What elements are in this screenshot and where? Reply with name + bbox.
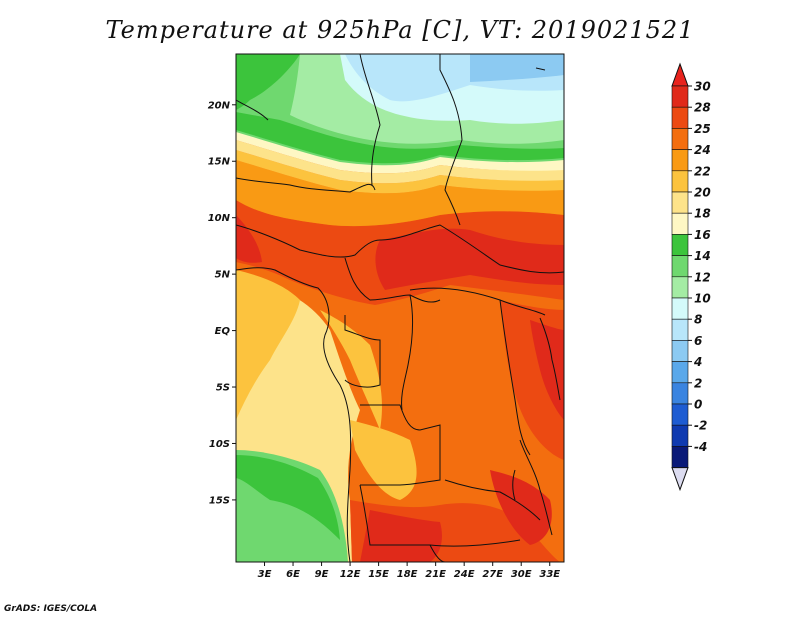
colorbar-label: 10 xyxy=(694,292,711,306)
colorbar-segment xyxy=(671,297,689,320)
colorbar-segment xyxy=(671,212,689,235)
colorbar-label: 22 xyxy=(694,164,711,178)
colorbar-segment xyxy=(671,424,689,447)
colorbar-label: 25 xyxy=(694,122,711,136)
colorbar-segment xyxy=(671,149,689,172)
colorbar-segment xyxy=(671,276,689,299)
lon-tick-label: 21E xyxy=(425,569,446,580)
lat-tick-label: 15S xyxy=(209,495,230,506)
lon-tick-label: 30E xyxy=(511,569,532,580)
longitude-axis: 3E 6E 9E 12E 15E 18E 21E 24E 27E 30E 33E xyxy=(258,562,560,580)
colorbar-label: -4 xyxy=(694,440,707,454)
lat-tick-label: 10N xyxy=(208,213,231,224)
lon-tick-label: 18E xyxy=(397,569,418,580)
colorbar-segment xyxy=(671,361,689,384)
map-frame xyxy=(235,53,565,563)
lat-tick-label: 20N xyxy=(208,100,231,111)
colorbar-segment xyxy=(671,85,689,108)
colorbar-bottom-triangle xyxy=(671,467,689,492)
colorbar-label: 14 xyxy=(694,249,711,263)
lat-tick-label: EQ xyxy=(215,326,231,337)
colorbar-top-triangle xyxy=(671,62,689,87)
lon-tick-label: 6E xyxy=(286,569,300,580)
colorbar-label: 16 xyxy=(694,228,711,242)
lon-tick-label: 24E xyxy=(454,569,475,580)
colorbar-segment xyxy=(671,340,689,362)
colorbar-label: 2 xyxy=(694,376,702,390)
temperature-field xyxy=(236,54,564,562)
lat-tick-label: 5S xyxy=(216,383,230,394)
lon-tick-label: 9E xyxy=(315,569,329,580)
colorbar-label: 28 xyxy=(694,101,711,115)
lon-tick-label: 12E xyxy=(340,569,361,580)
colorbar-segment xyxy=(671,106,689,129)
lon-tick-label: 33E xyxy=(539,569,560,580)
colorbar-segment xyxy=(671,170,689,193)
colorbar-label: 6 xyxy=(694,334,702,348)
colorbar-label: 24 xyxy=(694,143,711,157)
colorbar-label: 8 xyxy=(694,313,702,327)
colorbar-label: 12 xyxy=(694,270,711,284)
colorbar-label: 4 xyxy=(693,355,702,369)
colorbar-label: 20 xyxy=(694,186,711,200)
plot-title: Temperature at 925hPa [C], VT: 201902152… xyxy=(105,16,695,44)
lon-tick-label: 27E xyxy=(482,569,503,580)
lat-tick-label: 5N xyxy=(215,270,231,281)
colorbar-segment xyxy=(671,234,689,256)
lat-tick-label: 15N xyxy=(208,157,231,168)
lat-tick-label: 10S xyxy=(209,439,230,450)
latitude-axis: 20N 15N 10N 5N EQ 5S 10S 15S xyxy=(208,100,236,506)
colorbar-segment xyxy=(671,403,689,426)
country-borders xyxy=(236,54,564,562)
colorbar-segment xyxy=(671,382,689,405)
colorbar-segment xyxy=(671,128,689,150)
colorbar-segment xyxy=(671,255,689,278)
colorbar-label: 18 xyxy=(694,207,711,221)
colorbar-label: -2 xyxy=(694,419,707,433)
lon-tick-label: 3E xyxy=(258,569,272,580)
colorbar-label: 30 xyxy=(694,80,711,94)
colorbar-segment xyxy=(671,446,689,468)
colorbar-segment xyxy=(671,318,689,341)
lon-tick-label: 15E xyxy=(368,569,389,580)
credit-text: GrADS: IGES/COLA xyxy=(4,604,98,614)
colorbar-segment xyxy=(671,191,689,214)
colorbar-label: 0 xyxy=(694,398,702,412)
